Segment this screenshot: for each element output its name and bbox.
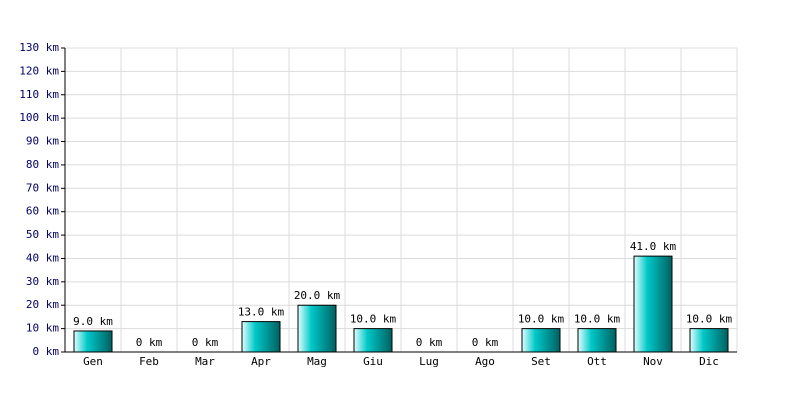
y-tick-label: 120 km xyxy=(19,64,59,77)
value-label: 10.0 km xyxy=(350,313,397,326)
value-label: 20.0 km xyxy=(294,289,341,302)
value-label: 13.0 km xyxy=(238,306,285,319)
x-tick-label: Lug xyxy=(419,355,439,368)
bar xyxy=(73,330,113,353)
bar xyxy=(241,321,281,353)
value-label: 0 km xyxy=(472,336,499,349)
y-tick-label: 70 km xyxy=(26,181,59,194)
value-label: 0 km xyxy=(416,336,443,349)
x-tick-label: Ago xyxy=(475,355,495,368)
value-label: 0 km xyxy=(192,336,219,349)
y-tick-label: 110 km xyxy=(19,88,59,101)
y-tick-label: 20 km xyxy=(26,298,59,311)
x-tick-label: Feb xyxy=(139,355,159,368)
value-label: 0 km xyxy=(136,336,163,349)
bar xyxy=(353,328,393,353)
x-tick-label: Apr xyxy=(251,355,271,368)
y-tick-label: 100 km xyxy=(19,111,59,124)
bar xyxy=(297,304,337,353)
y-tick-label: 10 km xyxy=(26,322,59,335)
value-label: 9.0 km xyxy=(73,315,113,328)
y-tick-label: 0 km xyxy=(33,345,60,358)
value-label: 10.0 km xyxy=(518,313,565,326)
x-tick-label: Mar xyxy=(195,355,215,368)
x-tick-label: Ott xyxy=(587,355,607,368)
bar xyxy=(633,255,673,353)
value-label: 10.0 km xyxy=(574,313,621,326)
x-tick-label: Mag xyxy=(307,355,327,368)
bar xyxy=(577,328,617,353)
y-tick-label: 90 km xyxy=(26,135,59,148)
y-tick-label: 130 km xyxy=(19,41,59,54)
x-tick-label: Gen xyxy=(83,355,103,368)
y-tick-label: 30 km xyxy=(26,275,59,288)
bar xyxy=(521,328,561,353)
x-tick-label: Giu xyxy=(363,355,383,368)
y-tick-label: 40 km xyxy=(26,251,59,264)
bar xyxy=(689,328,729,353)
y-tick-label: 80 km xyxy=(26,158,59,171)
value-label: 41.0 km xyxy=(630,240,677,253)
value-label: 10.0 km xyxy=(686,313,733,326)
y-tick-label: 50 km xyxy=(26,228,59,241)
x-tick-label: Dic xyxy=(699,355,719,368)
y-tick-label: 60 km xyxy=(26,205,59,218)
x-tick-label: Nov xyxy=(643,355,663,368)
x-tick-label: Set xyxy=(531,355,551,368)
